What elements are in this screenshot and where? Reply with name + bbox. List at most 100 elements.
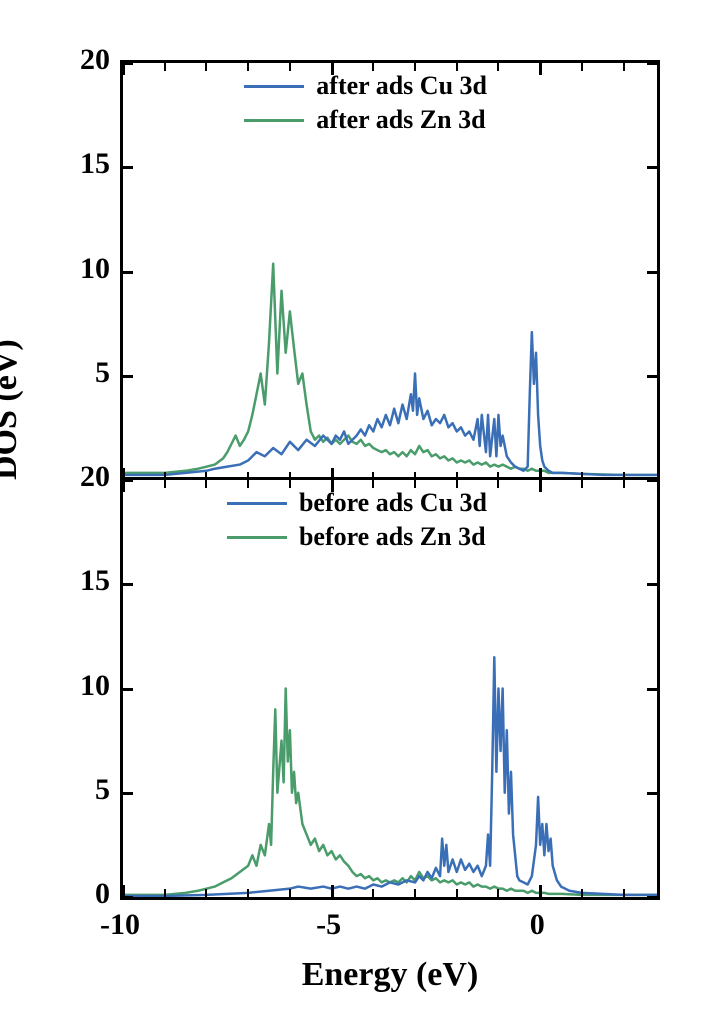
- tick-mark: [647, 375, 657, 378]
- tick-mark: [647, 583, 657, 586]
- legend-label: after ads Zn 3d: [316, 105, 485, 135]
- tick-mark: [247, 480, 249, 488]
- tick-mark: [123, 792, 133, 795]
- tick-mark: [456, 480, 458, 488]
- tick-mark: [123, 375, 133, 378]
- dos-figure: DOS (eV) Energy (eV) after ads Cu 3d aft…: [0, 0, 722, 1034]
- tick-mark: [581, 63, 583, 71]
- tick-mark: [122, 480, 125, 492]
- tick-mark: [331, 885, 334, 897]
- x-tick-label: -10: [100, 908, 140, 942]
- legend-item-zn-bottom: before ads Zn 3d: [227, 520, 487, 554]
- panel-after-ads: after ads Cu 3d after ads Zn 3d: [123, 63, 657, 480]
- tick-mark: [539, 885, 542, 897]
- y-tick-label: 20: [30, 43, 110, 77]
- tick-mark: [623, 63, 625, 71]
- y-tick-label: 20: [30, 460, 110, 494]
- x-axis-label: Energy (eV): [302, 956, 479, 994]
- series-line: [123, 657, 657, 896]
- tick-mark: [331, 480, 334, 492]
- panel-before-ads: before ads Cu 3d before ads Zn 3d: [123, 480, 657, 897]
- tick-mark: [647, 792, 657, 795]
- tick-mark: [289, 889, 291, 897]
- tick-mark: [497, 889, 499, 897]
- tick-mark: [623, 889, 625, 897]
- tick-mark: [456, 889, 458, 897]
- legend-swatch-zn-icon: [244, 119, 304, 122]
- y-tick-label: 5: [30, 356, 110, 390]
- tick-mark: [289, 472, 291, 480]
- legend-swatch-cu-icon: [227, 502, 287, 505]
- tick-mark: [164, 480, 166, 488]
- tick-mark: [647, 166, 657, 169]
- tick-mark: [123, 688, 133, 691]
- tick-mark: [247, 63, 249, 71]
- legend-label: before ads Zn 3d: [299, 522, 486, 552]
- tick-mark: [122, 468, 125, 480]
- tick-mark: [647, 896, 657, 899]
- tick-mark: [497, 472, 499, 480]
- tick-mark: [372, 472, 374, 480]
- legend-swatch-cu-icon: [244, 85, 304, 88]
- tick-mark: [164, 889, 166, 897]
- y-tick-label: 10: [30, 252, 110, 286]
- tick-mark: [331, 468, 334, 480]
- tick-mark: [456, 63, 458, 71]
- x-tick-label: 0: [530, 908, 545, 942]
- tick-mark: [205, 472, 207, 480]
- tick-mark: [331, 63, 334, 75]
- tick-mark: [414, 889, 416, 897]
- tick-mark: [123, 166, 133, 169]
- tick-mark: [647, 271, 657, 274]
- legend-item-cu-top: after ads Cu 3d: [244, 69, 487, 103]
- y-tick-label: 15: [30, 564, 110, 598]
- x-tick-label: -5: [316, 908, 341, 942]
- tick-mark: [623, 480, 625, 488]
- tick-mark: [205, 63, 207, 71]
- y-tick-label: 0: [30, 877, 110, 911]
- legend-label: after ads Cu 3d: [316, 71, 487, 101]
- y-tick-label: 15: [30, 147, 110, 181]
- legend-swatch-zn-icon: [227, 536, 287, 539]
- tick-mark: [456, 472, 458, 480]
- tick-mark: [372, 889, 374, 897]
- tick-mark: [372, 480, 374, 488]
- tick-mark: [122, 63, 125, 75]
- tick-mark: [372, 63, 374, 71]
- legend-top: after ads Cu 3d after ads Zn 3d: [244, 69, 657, 137]
- tick-mark: [647, 479, 657, 482]
- tick-mark: [539, 63, 542, 75]
- tick-mark: [205, 480, 207, 488]
- tick-mark: [497, 480, 499, 488]
- tick-mark: [414, 63, 416, 71]
- tick-mark: [581, 472, 583, 480]
- tick-mark: [247, 889, 249, 897]
- y-axis-label: DOS (eV): [0, 339, 25, 480]
- plot-area: after ads Cu 3d after ads Zn 3d before a…: [120, 60, 660, 900]
- series-line: [123, 264, 657, 475]
- tick-mark: [122, 885, 125, 897]
- series-line: [123, 689, 657, 895]
- tick-mark: [123, 583, 133, 586]
- tick-mark: [247, 472, 249, 480]
- tick-mark: [205, 889, 207, 897]
- tick-mark: [623, 472, 625, 480]
- legend-item-cu-bottom: before ads Cu 3d: [227, 486, 487, 520]
- y-tick-label: 5: [30, 773, 110, 807]
- tick-mark: [539, 480, 542, 492]
- legend-bottom: before ads Cu 3d before ads Zn 3d: [227, 486, 657, 554]
- tick-mark: [581, 889, 583, 897]
- tick-mark: [414, 472, 416, 480]
- tick-mark: [581, 480, 583, 488]
- tick-mark: [647, 688, 657, 691]
- tick-mark: [647, 62, 657, 65]
- tick-mark: [164, 63, 166, 71]
- tick-mark: [414, 480, 416, 488]
- y-tick-label: 10: [30, 669, 110, 703]
- tick-mark: [497, 63, 499, 71]
- legend-label: before ads Cu 3d: [299, 488, 487, 518]
- tick-mark: [164, 472, 166, 480]
- tick-mark: [539, 468, 542, 480]
- tick-mark: [289, 63, 291, 71]
- tick-mark: [123, 271, 133, 274]
